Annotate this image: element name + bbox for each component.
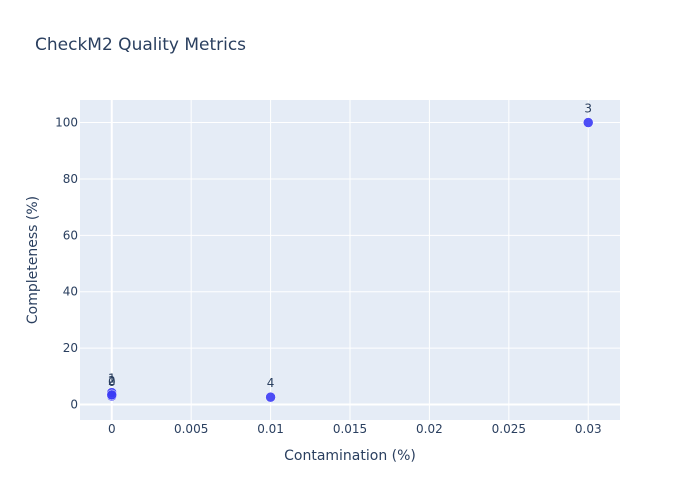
scatter-point xyxy=(582,117,594,128)
x-axis-title: Contamination (%) xyxy=(284,448,416,464)
grid xyxy=(80,100,620,420)
y-tick-label: 0 xyxy=(70,397,78,411)
x-tick-label: 0 xyxy=(108,422,116,436)
point-label: 0 xyxy=(108,375,116,389)
y-tick-label: 20 xyxy=(63,341,78,355)
y-tick-label: 100 xyxy=(55,116,78,130)
x-tick-label: 0.03 xyxy=(575,422,602,436)
y-tick-label: 40 xyxy=(63,285,78,299)
point-label: 4 xyxy=(267,376,275,390)
x-tick-label: 0.01 xyxy=(257,422,284,436)
y-axis-title: Completeness (%) xyxy=(25,196,41,324)
x-tick-label: 0.02 xyxy=(416,422,443,436)
point-label: 1 xyxy=(108,372,116,386)
y-tick-label: 80 xyxy=(63,172,78,186)
data-points: 012 3 4 xyxy=(106,102,594,403)
y-tick-label: 60 xyxy=(63,228,78,242)
chart-title: CheckM2 Quality Metrics xyxy=(35,35,246,55)
point-label: 3 xyxy=(584,102,592,116)
x-tick-label: 0.015 xyxy=(333,422,367,436)
scatter-point xyxy=(106,389,118,401)
scatter-point xyxy=(265,391,276,403)
x-tick-label: 0.005 xyxy=(174,422,208,436)
point-label: 2 xyxy=(108,374,116,388)
x-tick-label: 0.025 xyxy=(492,422,526,436)
